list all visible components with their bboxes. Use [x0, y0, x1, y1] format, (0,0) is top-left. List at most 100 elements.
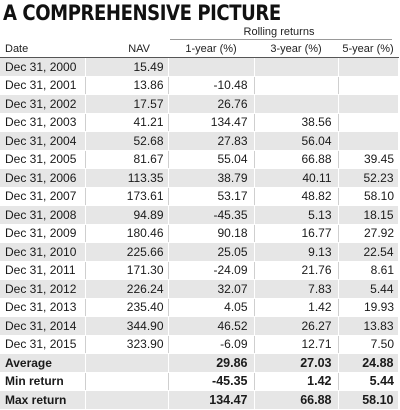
cell-nav	[85, 372, 169, 391]
cell-1-year: 26.76	[168, 94, 255, 114]
table-body: Dec 31, 2000 15.49 Dec 31, 2001 13.86 -10.48…	[0, 57, 399, 410]
cell-nav: 52.68	[85, 131, 169, 151]
cell-5-year: 52.23	[338, 168, 399, 188]
cell-date: Dec 31, 2002	[0, 94, 86, 114]
table-row: Dec 31, 2001 13.86 -10.48	[0, 76, 398, 95]
cell-date: Dec 31, 2008	[0, 205, 86, 225]
cell-1-year: 46.52	[168, 316, 255, 336]
cell-1-year: 53.17	[168, 187, 255, 206]
cell-5-year	[338, 94, 399, 114]
cell-5-year	[338, 57, 399, 77]
cell-5-year: 18.15	[338, 205, 399, 225]
cell-nav: 235.40	[85, 298, 169, 317]
cell-5-year: 19.93	[338, 298, 398, 317]
cell-date: Dec 31, 2005	[0, 150, 86, 169]
table-row: Dec 31, 2003 41.21 134.47 38.56	[0, 113, 398, 132]
cell-nav: 41.21	[85, 113, 169, 132]
cell-date: Dec 31, 2011	[0, 261, 86, 280]
column-header-date: Date	[0, 41, 85, 58]
returns-table: Date NAV 1-year (%) 3-year (%) 5-year (%…	[0, 41, 399, 410]
cell-5-year: 27.92	[338, 224, 398, 243]
page-title: A COMPREHENSIVE PICTURE	[3, 1, 281, 25]
table-row: Dec 31, 2005 81.67 55.04 66.88 39.45	[0, 150, 398, 169]
cell-date: Dec 31, 2013	[0, 298, 86, 317]
cell-nav: 226.24	[85, 279, 169, 299]
cell-3-year: 66.88	[254, 150, 339, 169]
summary-label: Average	[0, 353, 86, 373]
cell-1-year: -6.09	[168, 335, 255, 354]
cell-5-year	[338, 131, 399, 151]
cell-5-year: 8.61	[338, 261, 398, 280]
table-row: Dec 31, 2000 15.49	[0, 57, 399, 77]
table-row: Dec 31, 2012 226.24 32.07 7.83 5.44	[0, 279, 399, 299]
summary-row: Average 29.86 27.03 24.88	[0, 353, 399, 373]
cell-3-year	[254, 94, 339, 114]
cell-nav: 94.89	[85, 205, 169, 225]
cell-3-year	[254, 76, 339, 95]
cell-nav: 15.49	[85, 57, 169, 77]
cell-5-year: 7.50	[338, 335, 398, 354]
cell-nav: 323.90	[85, 335, 169, 354]
cell-3-year: 9.13	[254, 242, 339, 262]
cell-5-year	[338, 113, 398, 132]
cell-nav: 17.57	[85, 94, 169, 114]
cell-5-year: 22.54	[338, 242, 399, 262]
cell-date: Dec 31, 2009	[0, 224, 86, 243]
cell-nav: 171.30	[85, 261, 169, 280]
cell-date: Dec 31, 2001	[0, 76, 86, 95]
cell-nav: 113.35	[85, 168, 169, 188]
cell-5-year: 5.44	[338, 279, 399, 299]
group-header-rule	[170, 39, 392, 40]
cell-3-year: 48.82	[254, 187, 339, 206]
cell-date: Dec 31, 2006	[0, 168, 86, 188]
cell-1-year: 134.47	[168, 113, 255, 132]
summary-row: Max return 134.47 66.88 58.10	[0, 390, 399, 410]
cell-3-year: 21.76	[254, 261, 339, 280]
cell-3-year: 56.04	[254, 131, 339, 151]
cell-nav: 173.61	[85, 187, 169, 206]
cell-date: Dec 31, 2015	[0, 335, 86, 354]
cell-1-year: 4.05	[168, 298, 255, 317]
cell-1-year: -45.35	[168, 372, 255, 391]
cell-date: Dec 31, 2014	[0, 316, 86, 336]
cell-1-year: 38.79	[168, 168, 255, 188]
cell-1-year: 32.07	[168, 279, 255, 299]
cell-3-year: 38.56	[254, 113, 339, 132]
summary-row: Min return -45.35 1.42 5.44	[0, 372, 398, 391]
cell-1-year: 27.83	[168, 131, 255, 151]
cell-3-year: 40.11	[254, 168, 339, 188]
cell-date: Dec 31, 2007	[0, 187, 86, 206]
cell-3-year: 5.13	[254, 205, 339, 225]
cell-3-year: 26.27	[254, 316, 339, 336]
column-header-1-year: 1-year (%)	[168, 41, 254, 58]
cell-3-year: 7.83	[254, 279, 339, 299]
table-header-row: Date NAV 1-year (%) 3-year (%) 5-year (%…	[0, 41, 398, 58]
cell-5-year	[338, 76, 398, 95]
cell-5-year: 58.10	[338, 390, 399, 410]
cell-1-year: 25.05	[168, 242, 255, 262]
cell-3-year: 66.88	[254, 390, 339, 410]
summary-label: Min return	[0, 372, 86, 391]
table-row: Dec 31, 2009 180.46 90.18 16.77 27.92	[0, 224, 398, 243]
cell-nav: 225.66	[85, 242, 169, 262]
table-row: Dec 31, 2010 225.66 25.05 9.13 22.54	[0, 242, 399, 262]
cell-3-year	[254, 57, 339, 77]
cell-date: Dec 31, 2004	[0, 131, 86, 151]
cell-3-year: 16.77	[254, 224, 339, 243]
column-header-nav: NAV	[85, 41, 168, 58]
table-row: Dec 31, 2002 17.57 26.76	[0, 94, 399, 114]
cell-5-year: 13.83	[338, 316, 399, 336]
cell-5-year: 24.88	[338, 353, 399, 373]
cell-1-year	[168, 57, 255, 77]
cell-3-year: 1.42	[254, 372, 339, 391]
cell-5-year: 39.45	[338, 150, 398, 169]
cell-1-year: -45.35	[168, 205, 255, 225]
cell-nav	[85, 353, 169, 373]
table-row: Dec 31, 2004 52.68 27.83 56.04	[0, 131, 399, 151]
cell-nav: 13.86	[85, 76, 169, 95]
column-header-3-year: 3-year (%)	[254, 41, 338, 58]
cell-1-year: -24.09	[168, 261, 255, 280]
cell-1-year: 55.04	[168, 150, 255, 169]
cell-date: Dec 31, 2000	[0, 57, 86, 77]
